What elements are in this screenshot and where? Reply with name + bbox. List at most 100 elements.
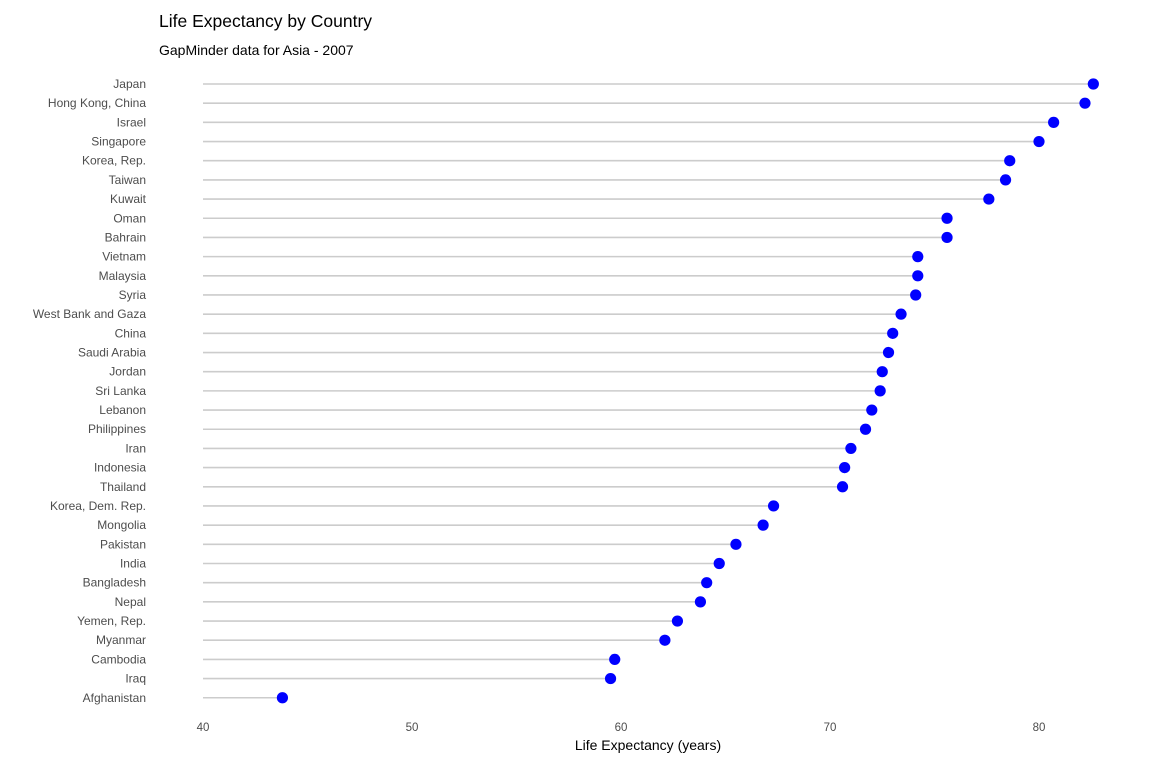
category-label: West Bank and Gaza	[33, 307, 147, 321]
category-label: Lebanon	[99, 403, 146, 417]
lollipop-row: Singapore	[91, 135, 1045, 149]
lollipop-row: Oman	[113, 211, 953, 225]
lollipop-row: Saudi Arabia	[78, 346, 895, 360]
category-label: Yemen, Rep.	[77, 614, 146, 628]
category-label: Israel	[117, 115, 146, 129]
lollipop-row: Kuwait	[110, 192, 995, 206]
lollipop-row: Taiwan	[109, 173, 1012, 187]
lollipop-point	[694, 596, 707, 608]
category-label: Mongolia	[97, 518, 146, 532]
lollipop-row: Bahrain	[105, 230, 953, 244]
category-label: Oman	[113, 211, 146, 225]
category-label: Korea, Rep.	[82, 154, 146, 168]
lollipop-row: Syria	[119, 288, 922, 302]
lollipop-point	[659, 634, 671, 646]
lollipop-point	[839, 462, 851, 474]
lollipop-row: Mongolia	[97, 518, 769, 532]
category-label: Hong Kong, China	[48, 96, 146, 110]
lollipop-row: Japan	[113, 77, 1099, 91]
category-label: Kuwait	[110, 192, 147, 206]
category-label: Japan	[113, 77, 146, 91]
lollipop-row: Thailand	[100, 480, 849, 494]
category-label: Sri Lanka	[95, 384, 146, 398]
lollipop-row: Myanmar	[96, 633, 671, 647]
lollipop-row: Bangladesh	[83, 576, 713, 590]
lollipop-point	[671, 615, 684, 627]
lollipop-point	[701, 577, 713, 589]
category-label: Nepal	[115, 595, 146, 609]
lollipop-row: Philippines	[88, 422, 872, 436]
lollipop-row: Iran	[125, 441, 857, 455]
lollipop-row: Cambodia	[91, 652, 621, 666]
category-label: Jordan	[109, 365, 146, 379]
lollipop-point	[604, 672, 617, 685]
x-axis-title: Life Expectancy (years)	[575, 737, 721, 753]
category-label: Bangladesh	[83, 576, 146, 590]
lollipop-row: Korea, Rep.	[82, 154, 1016, 168]
lollipop-point	[609, 653, 621, 666]
lollipop-point	[713, 557, 725, 570]
lollipop-point	[941, 212, 953, 224]
category-label: Thailand	[100, 480, 146, 494]
lollipop-point	[866, 404, 878, 416]
category-label: Taiwan	[109, 173, 146, 187]
lollipop-row: Jordan	[109, 365, 888, 379]
category-label: Vietnam	[102, 250, 146, 264]
lollipop-row: West Bank and Gaza	[33, 307, 907, 321]
category-label: Syria	[119, 288, 147, 302]
lollipop-row: Nepal	[115, 595, 707, 609]
lollipop-row: Afghanistan	[83, 691, 289, 705]
lollipop-row: Hong Kong, China	[48, 96, 1091, 110]
lollipop-point	[845, 442, 857, 455]
category-label: Korea, Dem. Rep.	[50, 499, 146, 513]
lollipop-point	[910, 289, 922, 301]
x-tick-label: 60	[615, 722, 628, 734]
lollipop-row: Israel	[117, 115, 1060, 129]
lollipop-point	[876, 366, 888, 378]
category-label: Afghanistan	[83, 691, 146, 705]
lollipop-row: Iraq	[125, 672, 617, 686]
plot-area: Japan Hong Kong, China Israel Singapore Kore…	[33, 77, 1099, 705]
chart-title: Life Expectancy by Country	[159, 11, 372, 31]
category-label: Myanmar	[96, 633, 146, 647]
x-tick-label: 50	[406, 722, 419, 734]
category-label: Bahrain	[105, 230, 146, 244]
x-tick-label: 80	[1033, 722, 1046, 734]
category-label: Malaysia	[99, 269, 147, 283]
lollipop-row: Korea, Dem. Rep.	[50, 499, 780, 513]
lollipop-row: China	[115, 326, 899, 340]
lollipop-row: Vietnam	[102, 250, 924, 264]
lollipop-point	[1087, 78, 1099, 90]
lollipop-row: Yemen, Rep.	[77, 614, 684, 628]
lollipop-point	[999, 174, 1012, 186]
lollipop-point	[1048, 116, 1060, 128]
lollipop-point	[1079, 97, 1091, 109]
lollipop-point	[276, 692, 289, 704]
category-label: Saudi Arabia	[78, 346, 146, 360]
lollipop-point	[882, 346, 895, 359]
lollipop-point	[941, 231, 953, 244]
category-label: India	[120, 557, 146, 571]
category-label: Singapore	[91, 135, 146, 149]
lollipop-point	[874, 385, 886, 397]
lollipop-point	[983, 193, 995, 205]
lollipop-point	[836, 481, 849, 493]
category-label: Pakistan	[100, 537, 146, 551]
lollipop-point	[1033, 135, 1045, 148]
lollipop-point	[767, 500, 780, 512]
category-label: Philippines	[88, 422, 146, 436]
lollipop-point	[730, 538, 742, 550]
lollipop-point	[912, 251, 924, 263]
category-label: Iran	[125, 441, 146, 455]
lollipop-point	[912, 270, 924, 282]
lollipop-point	[1004, 155, 1016, 167]
lollipop-point	[895, 308, 907, 320]
lollipop-row: India	[120, 557, 725, 571]
lollipop-row: Sri Lanka	[95, 384, 886, 398]
lollipop-point	[887, 327, 899, 339]
lollipop-row: Malaysia	[99, 269, 924, 283]
category-label: Cambodia	[91, 652, 146, 666]
x-tick-label: 70	[824, 722, 837, 734]
lollipop-point	[757, 519, 769, 531]
